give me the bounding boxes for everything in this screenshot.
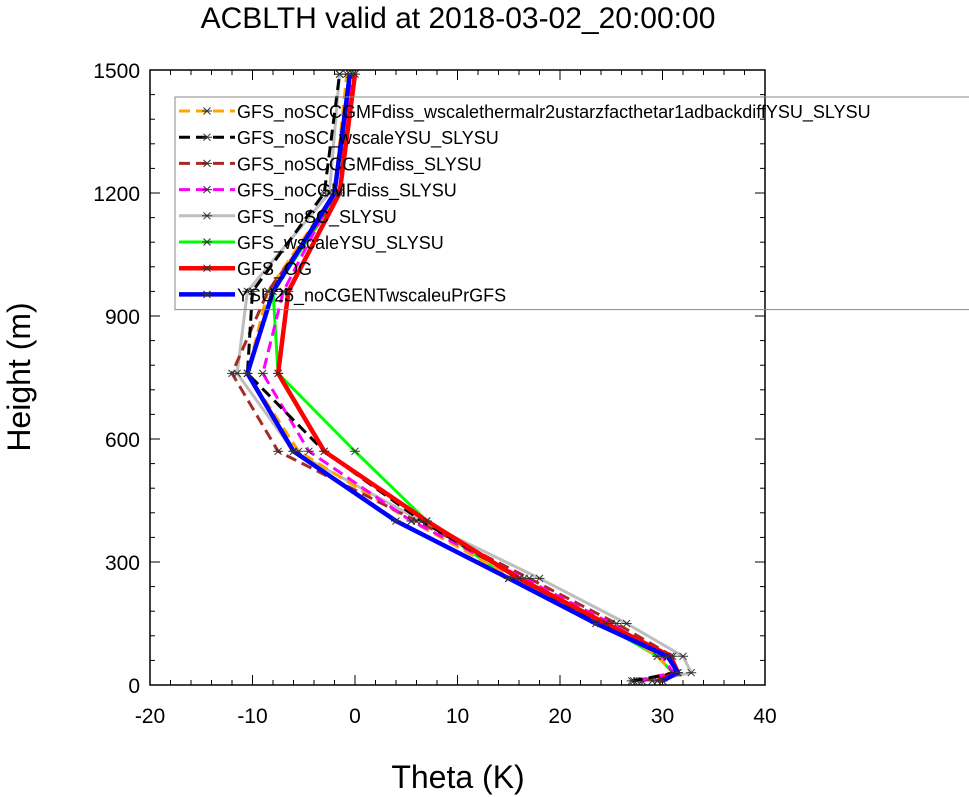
- series-marker: [334, 70, 345, 78]
- y-tick-label: 1200: [93, 183, 140, 206]
- y-tick-label: 0: [128, 675, 140, 698]
- series-marker: [273, 447, 284, 456]
- legend-marker: [202, 238, 212, 246]
- y-tick-label: 900: [105, 306, 140, 329]
- x-axis-label: Theta (K): [391, 759, 524, 795]
- x-tick-label: -10: [237, 705, 267, 728]
- series-marker: [672, 668, 683, 677]
- series-marker: [283, 287, 294, 296]
- series-marker: [662, 652, 673, 661]
- legend-label: GFS_wscaleYSU_SLYSU: [237, 233, 444, 254]
- legend-marker: [202, 290, 212, 299]
- series-marker: [329, 189, 340, 197]
- series-marker: [303, 447, 314, 456]
- legend-label: GFS_noSCCGMFdiss_wscalethermalr2ustarzfa…: [237, 102, 871, 123]
- series-marker: [421, 517, 432, 525]
- x-tick-label: 40: [753, 705, 776, 728]
- series-marker: [534, 574, 545, 583]
- plot-frame: [149, 69, 766, 686]
- legend-marker: [202, 264, 212, 273]
- series-marker: [406, 517, 417, 525]
- x-tick-label: 10: [446, 705, 469, 728]
- series-marker: [319, 447, 330, 456]
- series-marker: [621, 619, 632, 628]
- series-marker: [288, 447, 299, 456]
- series-marker: [247, 287, 258, 296]
- x-tick-label: -20: [135, 705, 165, 728]
- series-marker: [227, 369, 237, 378]
- legend-label: GFS_noCGMFdiss_SLYSU: [237, 181, 457, 202]
- x-tick-label: 0: [349, 705, 361, 728]
- chart-title: ACBLTH valid at 2018-03-02_20:00:00: [201, 2, 716, 35]
- legend-label: GFS_OG: [237, 259, 312, 280]
- series-marker: [242, 369, 253, 378]
- legend-label: GFS_noSC_wscaleYSU_SLYSU: [237, 128, 499, 149]
- series-marker: [350, 447, 360, 456]
- series-marker: [503, 574, 514, 583]
- axis-ticks: -20 -10 0 10 20 30 40 0 300 600 900 1200 1500: [93, 60, 776, 728]
- x-tick-label: 30: [651, 705, 674, 728]
- series-marker: [657, 677, 668, 685]
- legend: GFS_noSCCGMFdiss_wscalethermalr2ustarzfa…: [174, 96, 969, 311]
- series-marker: [268, 287, 278, 296]
- legend-label: YSU25_noCGENTwscaleuPrGFS: [237, 285, 506, 306]
- series-marker: [391, 517, 401, 525]
- y-tick-label: 1500: [93, 60, 140, 83]
- series-marker: [257, 369, 268, 378]
- legend-box: [174, 96, 969, 311]
- series-marker: [590, 619, 601, 628]
- series-marker: [686, 668, 697, 677]
- legend-label: GFS_noSCCGMFdiss_SLYSU: [237, 154, 482, 175]
- x-tick-label: 20: [548, 705, 571, 728]
- series-marker: [344, 70, 355, 78]
- series-marker: [626, 677, 637, 685]
- series-marker: [273, 369, 284, 378]
- legend-marker: [202, 133, 212, 142]
- y-tick-label: 300: [105, 552, 140, 575]
- y-tick-label: 600: [105, 429, 140, 452]
- legend-marker: [202, 159, 212, 168]
- series-marker: [678, 652, 688, 661]
- series-layer: [227, 70, 697, 685]
- series-marker: [319, 189, 330, 197]
- legend-marker: [202, 185, 212, 194]
- legend-label: GFS_noSC_SLYSU: [237, 207, 397, 228]
- y-axis-label: Height (m): [1, 302, 37, 451]
- legend-marker: [202, 107, 212, 115]
- legend-marker: [202, 211, 212, 220]
